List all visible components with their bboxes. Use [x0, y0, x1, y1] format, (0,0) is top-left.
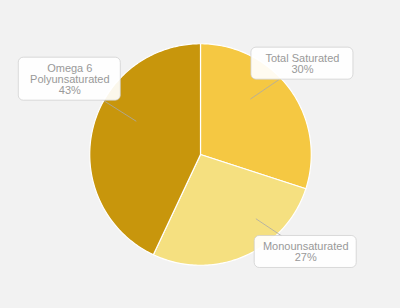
svg-text:Monounsaturated27%: Monounsaturated27%: [263, 240, 349, 263]
svg-text:Total Saturated30%: Total Saturated30%: [265, 52, 339, 75]
svg-text:Omega 6Polyunsaturated43%: Omega 6Polyunsaturated43%: [30, 62, 110, 96]
